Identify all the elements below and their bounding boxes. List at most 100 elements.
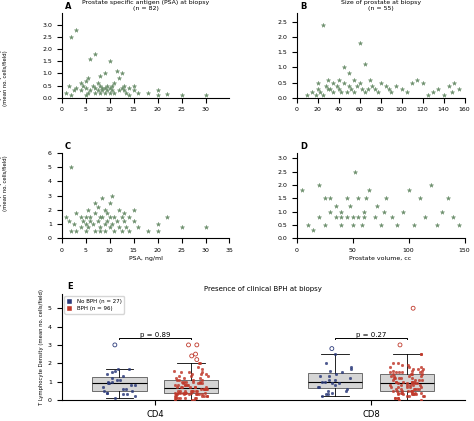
Point: [195, 360, 203, 367]
Point: [299, 187, 306, 194]
Point: [63, 90, 70, 96]
Point: [113, 68, 120, 75]
Point: [340, 79, 347, 86]
Point: [332, 203, 339, 210]
Point: [172, 393, 180, 400]
Point: [347, 364, 355, 370]
Point: [132, 382, 139, 389]
Point: [123, 391, 131, 398]
Point: [203, 393, 210, 400]
Point: [372, 85, 379, 92]
Point: [346, 375, 354, 381]
Point: [96, 224, 104, 230]
Point: [346, 82, 353, 89]
Point: [72, 26, 80, 33]
Point: [322, 82, 330, 89]
Point: [110, 90, 118, 96]
Point: [94, 80, 101, 87]
Point: [194, 364, 202, 370]
Point: [118, 228, 125, 234]
Point: [154, 221, 161, 227]
Point: [120, 87, 128, 94]
Point: [316, 88, 324, 95]
Point: [387, 373, 394, 379]
Point: [390, 367, 397, 374]
Point: [391, 395, 399, 402]
Point: [315, 384, 323, 390]
Point: [172, 395, 179, 402]
Point: [338, 369, 346, 376]
Point: [180, 378, 187, 385]
Point: [175, 376, 182, 383]
Point: [403, 393, 410, 400]
Point: [173, 376, 180, 383]
Point: [114, 365, 121, 372]
Point: [99, 213, 106, 220]
Point: [202, 92, 210, 99]
Point: [399, 378, 407, 385]
Point: [406, 373, 413, 379]
Point: [417, 382, 424, 389]
Point: [380, 208, 388, 215]
Point: [130, 87, 137, 94]
Point: [115, 75, 123, 82]
Point: [411, 389, 419, 396]
Point: [392, 82, 400, 89]
Point: [193, 341, 201, 348]
Point: [188, 397, 195, 403]
Point: [322, 378, 329, 385]
Point: [408, 387, 415, 394]
Point: [191, 395, 199, 402]
Point: [328, 380, 336, 387]
Point: [72, 228, 80, 234]
Point: [91, 200, 99, 206]
Point: [390, 373, 397, 379]
Point: [108, 192, 116, 199]
Point: [403, 384, 411, 390]
Point: [408, 387, 415, 394]
Point: [417, 389, 424, 396]
Point: [304, 221, 311, 228]
Point: [194, 391, 201, 398]
Point: [108, 82, 116, 89]
Point: [368, 82, 376, 89]
Point: [119, 373, 127, 379]
Point: [67, 92, 75, 99]
Point: [173, 384, 181, 390]
Point: [416, 369, 424, 376]
Point: [188, 371, 196, 378]
Point: [413, 76, 421, 83]
Point: [408, 387, 415, 394]
Point: [131, 393, 138, 400]
Point: [106, 200, 113, 206]
Point: [444, 195, 452, 202]
Point: [171, 397, 179, 403]
Point: [200, 386, 208, 392]
Point: [201, 389, 209, 396]
Point: [135, 224, 142, 230]
Point: [419, 367, 426, 374]
Point: [398, 387, 406, 394]
Point: [109, 378, 116, 385]
Point: [324, 391, 332, 398]
Point: [111, 367, 118, 374]
Point: [196, 378, 204, 385]
Point: [335, 85, 342, 92]
Point: [101, 85, 109, 91]
Point: [396, 341, 404, 348]
Point: [177, 384, 184, 390]
Point: [397, 386, 405, 392]
Point: [96, 72, 104, 79]
Point: [185, 391, 193, 398]
Point: [409, 389, 416, 396]
Point: [178, 92, 185, 99]
Point: [106, 224, 113, 230]
PathPatch shape: [380, 374, 434, 391]
Point: [394, 380, 401, 387]
Point: [394, 360, 402, 367]
Point: [394, 389, 401, 396]
Point: [199, 380, 206, 387]
Point: [394, 395, 402, 402]
Point: [96, 213, 104, 220]
Point: [331, 351, 339, 357]
